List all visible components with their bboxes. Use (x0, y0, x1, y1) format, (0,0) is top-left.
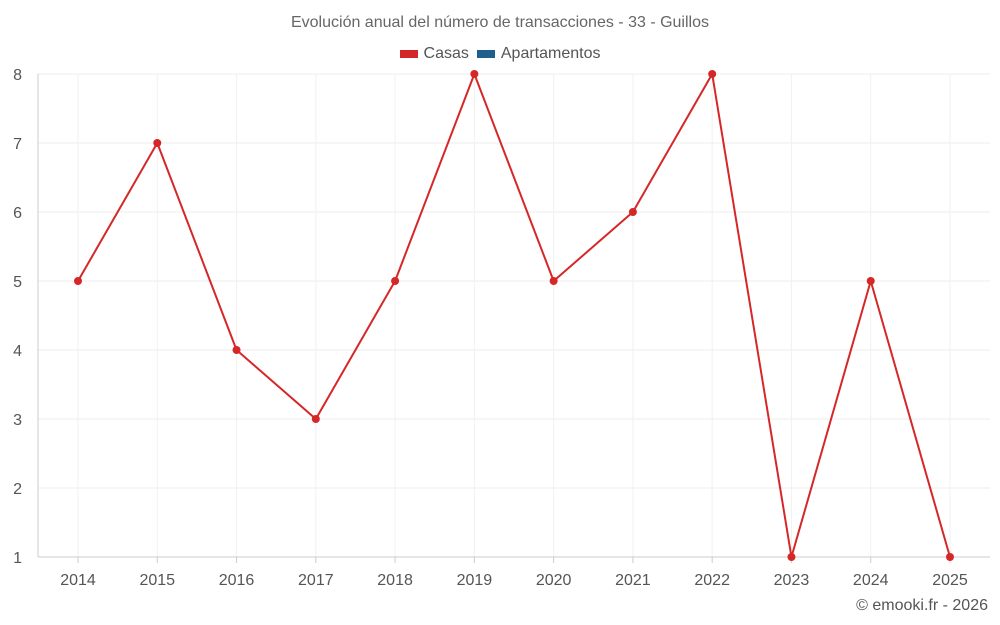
data-point[interactable] (470, 70, 479, 78)
data-point[interactable] (866, 277, 875, 285)
chart-legend: Casas Apartamentos (0, 45, 1000, 63)
x-tick-label: 2020 (536, 572, 572, 589)
y-tick-label: 6 (13, 205, 22, 222)
data-point[interactable] (153, 139, 162, 147)
legend-label-apartamentos: Apartamentos (500, 45, 601, 62)
y-tick-label: 3 (13, 412, 22, 429)
data-point[interactable] (628, 208, 637, 216)
x-tick-label: 2016 (219, 572, 255, 589)
x-tick-label: 2024 (853, 572, 889, 589)
x-tick-label: 2023 (774, 572, 810, 589)
legend-label-casas: Casas (423, 45, 469, 62)
x-tick-label: 2014 (60, 572, 96, 589)
x-tick-label: 2022 (694, 572, 730, 589)
series-line-casas (77, 73, 951, 558)
legend-item-casas[interactable]: Casas (399, 45, 469, 63)
x-tick-label: 2021 (615, 572, 651, 589)
x-tick-label: 2018 (377, 572, 413, 589)
y-tick-label: 4 (13, 343, 22, 360)
legend-swatch-casas (399, 50, 418, 58)
series (74, 70, 954, 561)
axes: 1 2 3 4 5 6 7 8 2014 2015 2016 2017 2018 2019 2020 2021… (13, 67, 990, 589)
legend-item-apartamentos[interactable]: Apartamentos (476, 45, 601, 63)
grid (38, 73, 990, 558)
y-tick-label: 7 (13, 136, 22, 153)
data-point[interactable] (787, 553, 796, 561)
y-tick-label: 8 (13, 67, 22, 84)
x-tick-label: 2017 (298, 572, 334, 589)
x-tick-label: 2025 (932, 572, 968, 589)
y-tick-label: 5 (13, 274, 22, 291)
data-point[interactable] (74, 277, 82, 285)
y-tick-label: 1 (13, 550, 22, 567)
data-point[interactable] (946, 553, 954, 561)
x-tick-label: 2015 (139, 572, 175, 589)
x-tick-label: 2019 (457, 572, 493, 589)
chart-title: Evolución anual del número de transaccio… (290, 14, 709, 31)
y-tick-label: 2 (13, 481, 22, 498)
data-point[interactable] (311, 415, 320, 423)
credit-text: © emooki.fr - 2026 (856, 597, 988, 614)
data-point[interactable] (549, 277, 558, 285)
data-point[interactable] (708, 70, 717, 78)
legend-swatch-apartamentos (476, 50, 495, 58)
data-point[interactable] (391, 277, 400, 285)
data-point[interactable] (232, 346, 241, 354)
